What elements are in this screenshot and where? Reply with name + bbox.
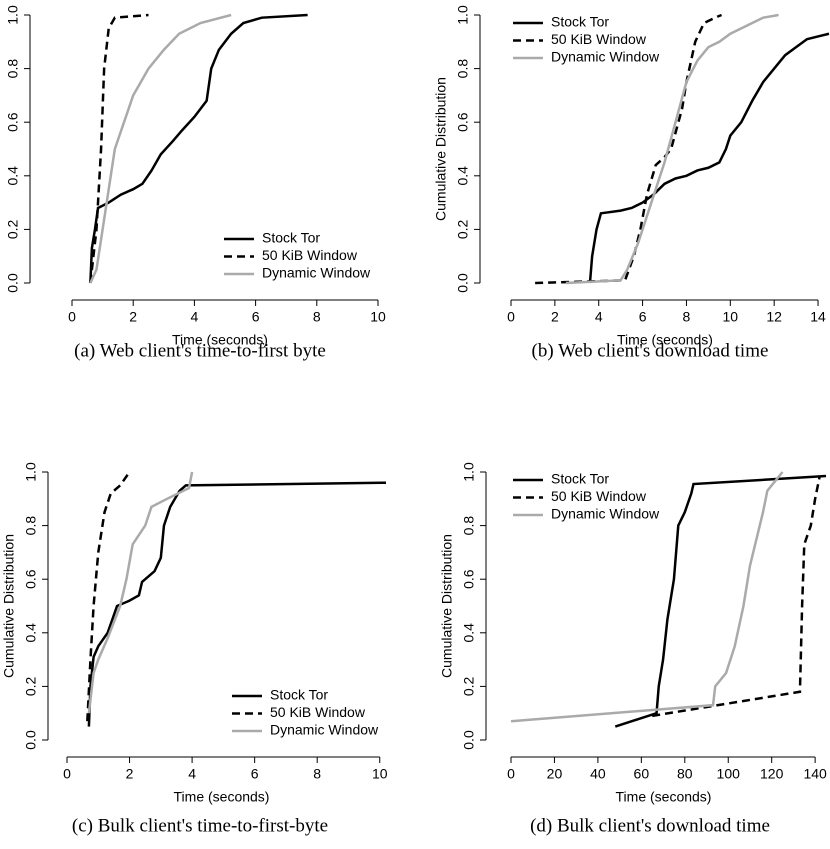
y-tick-label: 0.4 (455, 166, 471, 186)
cdf-line (89, 13, 149, 284)
x-tick-label: 0 (63, 766, 71, 782)
y-tick-label: 0.4 (5, 166, 21, 186)
x-tick-label: 6 (639, 309, 647, 325)
x-axis-label: Time (seconds) (174, 789, 270, 805)
y-tick-label: 0.0 (5, 273, 21, 293)
y-tick-label: 0.2 (461, 676, 477, 696)
x-tick-label: 0 (68, 309, 76, 325)
x-axis-label: Time (seconds) (617, 332, 713, 348)
x-tick-label: 20 (547, 766, 563, 782)
y-tick-label: 0.8 (461, 516, 477, 536)
y-tick-label: 0.0 (461, 730, 477, 750)
y-tick-label: 1.0 (23, 462, 39, 482)
legend-label: 50 KiB Window (262, 247, 358, 263)
cdf-line (89, 13, 232, 284)
x-tick-label: 120 (760, 766, 784, 782)
cdf-line (614, 474, 827, 728)
y-tick-label: 1.0 (461, 462, 477, 482)
x-tick-label: 0 (507, 309, 515, 325)
y-tick-label: 0.6 (5, 112, 21, 132)
x-tick-label: 6 (252, 309, 260, 325)
y-tick-label: 0.4 (23, 623, 39, 643)
y-axis-label: Cumulative Distribution (439, 534, 455, 678)
y-tick-label: 0.8 (455, 59, 471, 79)
x-tick-label: 8 (683, 309, 691, 325)
y-tick-label: 0.2 (23, 676, 39, 696)
y-tick-label: 0.8 (23, 516, 39, 536)
cdf-line (510, 471, 784, 723)
x-tick-label: 12 (766, 309, 782, 325)
x-tick-label: 40 (590, 766, 606, 782)
y-tick-label: 0.4 (461, 623, 477, 643)
x-axis-label: Time (seconds) (172, 332, 268, 348)
legend-label: Dynamic Window (262, 265, 371, 281)
legend-label: Dynamic Window (551, 506, 660, 522)
legend-label: Dynamic Window (551, 49, 660, 65)
y-axis-label: Cumulative Distribution (433, 77, 449, 221)
x-tick-label: 4 (191, 309, 199, 325)
cdf-line (565, 13, 779, 285)
legend-label: 50 KiB Window (270, 704, 366, 720)
x-tick-label: 8 (313, 309, 321, 325)
x-tick-label: 6 (251, 766, 259, 782)
caption: (a) Web client's time-to-first byte (74, 340, 326, 361)
cdf-line (87, 471, 194, 714)
caption: (c) Bulk client's time-to-first-byte (72, 815, 328, 836)
caption: (d) Bulk client's download time (530, 815, 770, 836)
cdf-line (89, 13, 308, 284)
y-tick-label: 0.2 (455, 219, 471, 239)
x-tick-label: 4 (595, 309, 603, 325)
caption: (b) Web client's download time (532, 340, 769, 361)
cdf-line (588, 32, 830, 284)
y-tick-label: 0.6 (461, 569, 477, 589)
x-tick-label: 60 (634, 766, 650, 782)
cdf-line (86, 471, 131, 722)
y-tick-label: 0.0 (455, 273, 471, 293)
x-tick-label: 80 (677, 766, 693, 782)
legend-label: Stock Tor (551, 14, 609, 30)
legend-label: Dynamic Window (270, 722, 379, 738)
x-tick-label: 0 (507, 766, 515, 782)
x-tick-label: 2 (551, 309, 559, 325)
legend-label: 50 KiB Window (551, 488, 647, 504)
legend-label: Stock Tor (551, 471, 609, 487)
legend-label: Stock Tor (262, 230, 320, 246)
y-tick-label: 1.0 (5, 5, 21, 25)
x-axis-label: Time (seconds) (616, 789, 712, 805)
x-tick-label: 10 (372, 766, 388, 782)
x-tick-label: 4 (188, 766, 196, 782)
y-tick-label: 0.6 (455, 112, 471, 132)
y-tick-label: 1.0 (455, 5, 471, 25)
x-tick-label: 140 (803, 766, 827, 782)
cdf-line (87, 481, 387, 727)
x-tick-label: 100 (717, 766, 741, 782)
legend-label: 50 KiB Window (551, 31, 647, 47)
y-tick-label: 0.6 (23, 569, 39, 589)
x-tick-label: 10 (370, 309, 386, 325)
cdf-line (652, 477, 821, 718)
y-tick-label: 0.0 (23, 730, 39, 750)
x-tick-label: 14 (810, 309, 826, 325)
x-tick-label: 2 (126, 766, 134, 782)
x-tick-label: 10 (723, 309, 739, 325)
y-tick-label: 0.8 (5, 59, 21, 79)
x-tick-label: 8 (313, 766, 321, 782)
y-axis-label: Cumulative Distribution (1, 534, 17, 678)
legend-label: Stock Tor (270, 687, 328, 703)
y-tick-label: 0.2 (5, 219, 21, 239)
x-tick-label: 2 (129, 309, 137, 325)
